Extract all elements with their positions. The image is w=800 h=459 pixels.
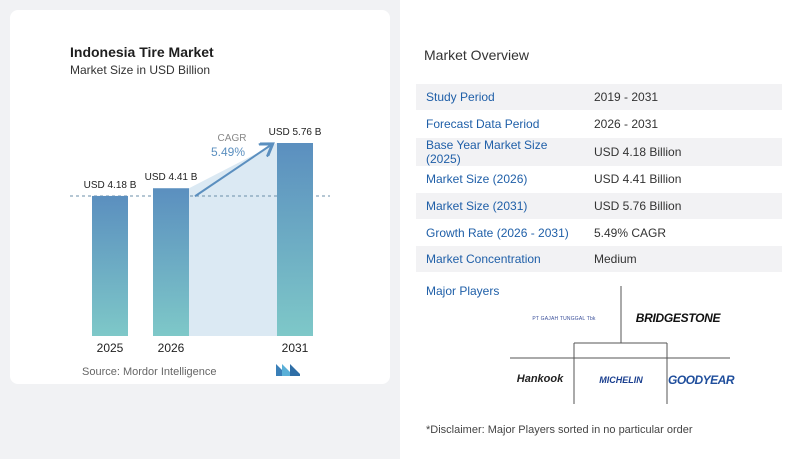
row-key: Base Year Market Size (2025) xyxy=(416,137,584,167)
cagr-value: 5.49% xyxy=(211,145,245,159)
row-value: USD 5.76 Billion xyxy=(584,192,782,220)
player-name: BRIDGESTONE xyxy=(635,311,721,325)
mordor-logo-icon xyxy=(276,364,300,376)
table-row: Market Size (2026) USD 4.41 Billion xyxy=(416,166,782,194)
player-name: PT GAJAH TUNGGAL Tbk xyxy=(532,316,596,322)
category-label-2031: 2031 xyxy=(282,341,309,355)
bar-chart: USD 4.18 B 2025 USD 4.41 B 2026 USD 5.76 B 20… xyxy=(70,127,330,355)
category-label-2025: 2025 xyxy=(97,341,124,355)
michelin-logo: MICHELIN xyxy=(580,368,662,392)
chart-subtitle: Market Size in USD Billion xyxy=(70,63,211,77)
bridgestone-logo: BRIDGESTONE xyxy=(628,306,728,330)
table-row: Forecast Data Period 2026 - 2031 xyxy=(416,110,782,138)
cagr-label: CAGR xyxy=(218,133,247,144)
overview-table: Study Period 2019 - 2031 Forecast Data Pe… xyxy=(416,84,782,274)
row-key: Study Period xyxy=(416,84,584,112)
data-label-2025: USD 4.18 B xyxy=(84,180,137,191)
disclaimer-text: *Disclaimer: Major Players sorted in no … xyxy=(426,424,693,436)
chart-title: Indonesia Tire Market xyxy=(70,44,214,60)
data-label-2031: USD 5.76 B xyxy=(269,127,322,138)
data-label-2026: USD 4.41 B xyxy=(145,172,198,183)
table-row: Growth Rate (2026 - 2031) 5.49% CAGR xyxy=(416,219,782,247)
cagr-arrow xyxy=(194,145,271,198)
table-row: Base Year Market Size (2025) USD 4.18 Bil… xyxy=(416,137,782,167)
row-key: Market Size (2031) xyxy=(416,192,584,220)
goodyear-logo: GOODYEAR xyxy=(668,368,735,392)
row-value: 5.49% CAGR xyxy=(584,219,782,247)
market-overview-panel: Market Overview Study Period 2019 - 2031 … xyxy=(400,0,800,459)
row-key: Market Size (2026) xyxy=(416,166,584,194)
table-row: Study Period 2019 - 2031 xyxy=(416,84,782,112)
row-key: Forecast Data Period xyxy=(416,110,584,138)
growth-band xyxy=(189,143,277,336)
gajah-tunggal-logo: PT GAJAH TUNGGAL Tbk xyxy=(524,308,604,330)
bar-2031 xyxy=(277,143,313,336)
hankook-logo: Hankook xyxy=(510,364,570,394)
player-name: Hankook xyxy=(516,373,564,385)
row-key: Growth Rate (2026 - 2031) xyxy=(416,219,584,247)
player-name: GOODYEAR xyxy=(668,373,735,387)
player-name: MICHELIN xyxy=(599,375,643,385)
bar-2026 xyxy=(153,188,189,336)
overview-title: Market Overview xyxy=(424,47,530,63)
row-value: USD 4.18 Billion xyxy=(584,137,782,167)
table-row: Market Size (2031) USD 5.76 Billion xyxy=(416,192,782,220)
row-value: 2026 - 2031 xyxy=(584,110,782,138)
row-key: Market Concentration xyxy=(416,245,584,274)
players-grid xyxy=(510,286,730,404)
major-players-title: Major Players xyxy=(426,284,500,298)
bar-2025 xyxy=(92,195,128,336)
table-row: Market Concentration Medium xyxy=(416,245,782,274)
row-value: USD 4.41 Billion xyxy=(584,166,782,194)
row-value: 2019 - 2031 xyxy=(584,84,782,112)
row-value: Medium xyxy=(584,245,782,274)
category-label-2026: 2026 xyxy=(158,341,185,355)
source-text: Source: Mordor Intelligence xyxy=(82,366,217,378)
